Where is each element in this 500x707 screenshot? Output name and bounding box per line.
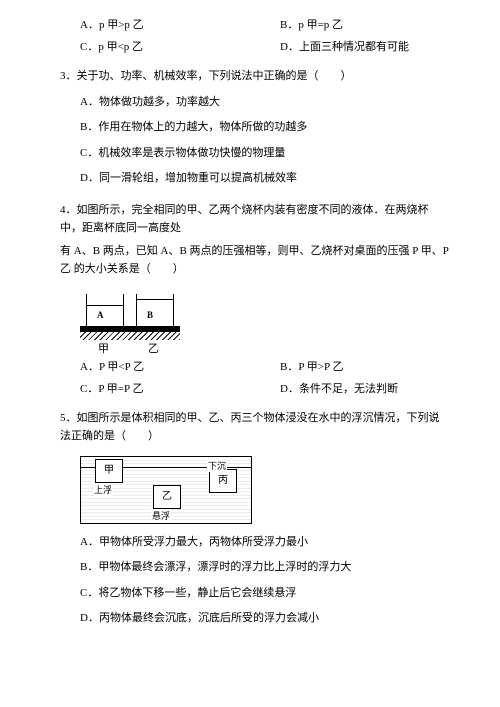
q5-option-c: C．将乙物体下移一些，静止后它会继续悬浮 xyxy=(80,585,450,603)
object-bing: 丙 xyxy=(209,469,237,493)
q5-option-b: B．甲物体最终会漂浮，漂浮时的浮力比上浮时的浮力大 xyxy=(80,559,450,577)
liquid-b xyxy=(137,299,173,326)
beaker-left: A xyxy=(86,294,124,327)
water-container: 甲 乙 丙 上浮 悬浮 下沉 xyxy=(80,456,252,524)
q3-option-d: D．同一滑轮组，增加物重可以提高机械效率 xyxy=(80,170,450,188)
q5-figure: 甲 乙 丙 上浮 悬浮 下沉 xyxy=(80,456,450,524)
object-yi: 乙 xyxy=(153,485,181,509)
q4-options-row1: A．P 甲<P 乙 B．P 甲>P 乙 xyxy=(80,358,450,374)
q5-option-a: A．甲物体所受浮力最大，丙物体所受浮力最小 xyxy=(80,534,450,552)
q4-option-c: C．P 甲=P 乙 xyxy=(80,380,280,396)
q5-option-d: D．丙物体最终会沉底，沉底后所受的浮力会减小 xyxy=(80,610,450,628)
q2-options-row2: C．p 甲<p 乙 D．上面三种情况都有可能 xyxy=(80,38,450,54)
q2-option-a: A．p 甲>p 乙 xyxy=(80,16,280,32)
object-jia: 甲 xyxy=(95,459,123,483)
point-a-label: A xyxy=(97,310,104,320)
label-down: 下沉 xyxy=(207,459,227,472)
beaker-label-right: 乙 xyxy=(148,340,159,356)
label-up: 上浮 xyxy=(93,483,113,496)
q4-figure: A B 甲 乙 xyxy=(80,288,450,348)
q4-option-d: D．条件不足，无法判断 xyxy=(280,380,450,396)
point-b-label: B xyxy=(147,310,153,320)
page: A．p 甲>p 乙 B．p 甲=p 乙 C．p 甲<p 乙 D．上面三种情况都有… xyxy=(0,0,500,646)
q2-options-row1: A．p 甲>p 乙 B．p 甲=p 乙 xyxy=(80,16,450,32)
q3-option-b: B．作用在物体上的力越大，物体所做的功越多 xyxy=(80,119,450,137)
q2-option-d: D．上面三种情况都有可能 xyxy=(280,38,450,54)
q4-options-row2: C．P 甲=P 乙 D．条件不足，无法判断 xyxy=(80,380,450,396)
liquid-a xyxy=(87,305,123,326)
beaker-right: B xyxy=(136,294,174,327)
q2-option-c: C．p 甲<p 乙 xyxy=(80,38,280,54)
table-hatch xyxy=(80,332,180,340)
q5-stem: 5．如图所示是体积相同的甲、乙、丙三个物体浸没在水中的浮沉情况，下列说法正确的是… xyxy=(60,410,450,445)
label-float: 悬浮 xyxy=(151,509,171,522)
q4-option-b: B．P 甲>P 乙 xyxy=(280,358,450,374)
q4-stem-line1: 4．如图所示，完全相同的甲、乙两个烧杯内装有密度不同的液体．在两烧杯中，距离杯底… xyxy=(60,202,450,237)
q2-option-b: B．p 甲=p 乙 xyxy=(280,16,450,32)
q3-option-a: A．物体做功越多，功率越大 xyxy=(80,94,450,112)
q4-stem-line2: 有 A、B 两点，已知 A、B 两点的压强相等，则甲、乙烧杯对桌面的压强 P 甲… xyxy=(60,243,450,278)
beaker-diagram: A B 甲 乙 xyxy=(80,288,220,348)
q3-option-c: C．机械效率是表示物体做功快慢的物理量 xyxy=(80,145,450,163)
q4-option-a: A．P 甲<P 乙 xyxy=(80,358,280,374)
beaker-label-left: 甲 xyxy=(98,340,109,356)
q3-stem: 3．关于功、功率、机械效率，下列说法中正确的是（ ） xyxy=(60,68,450,86)
